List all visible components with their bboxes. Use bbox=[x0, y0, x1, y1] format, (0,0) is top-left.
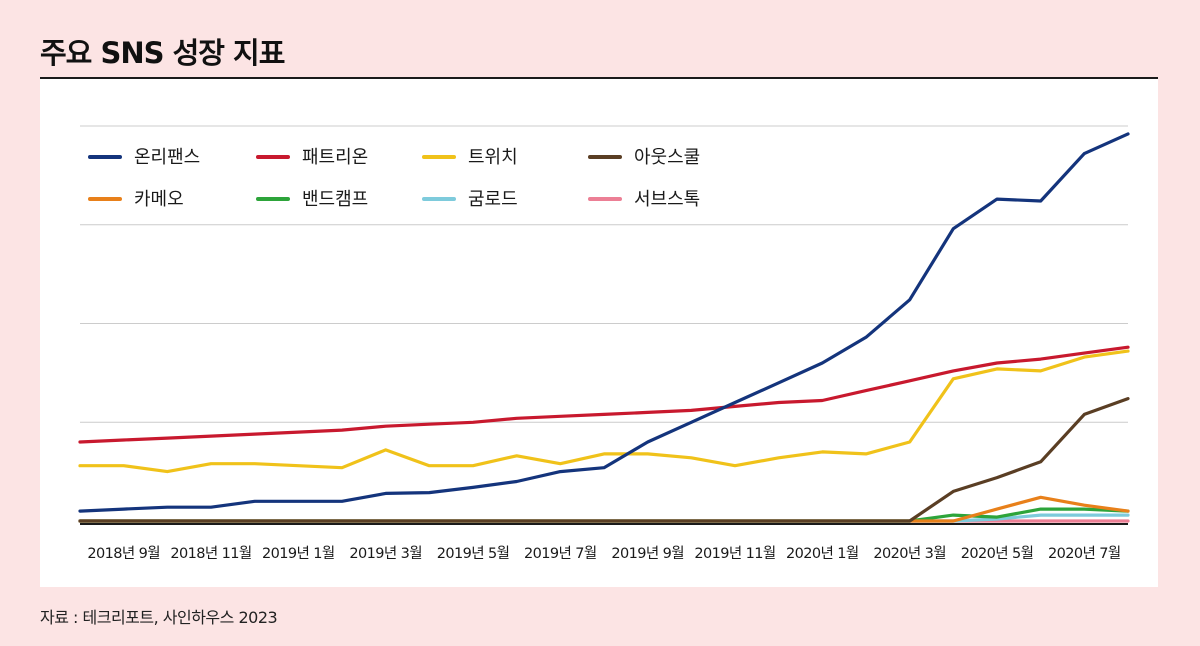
legend-label: 아웃스쿨 bbox=[634, 147, 700, 168]
x-tick-label: 2020년 5월 bbox=[961, 545, 1034, 562]
x-tick-label: 2019년 5월 bbox=[437, 545, 510, 562]
chart-title: 주요 SNS 성장 지표 bbox=[40, 36, 285, 70]
series-line-2 bbox=[78, 345, 1130, 444]
legend-label: 트위치 bbox=[468, 147, 518, 168]
legend-label: 굼로드 bbox=[468, 189, 518, 210]
x-tick-label: 2020년 7월 bbox=[1048, 545, 1121, 562]
x-tick-label: 2020년 1월 bbox=[786, 545, 859, 562]
x-tick-label: 2019년 7월 bbox=[524, 545, 597, 562]
legend-label: 밴드캠프 bbox=[302, 189, 368, 210]
series-line-3 bbox=[78, 349, 1130, 474]
series-line-4 bbox=[78, 397, 1130, 523]
gridlines bbox=[80, 125, 1128, 522]
x-tick-label: 2019년 11월 bbox=[694, 545, 775, 562]
source-note: 자료 : 테크리포트, 사인하우스 2023 bbox=[40, 608, 278, 627]
chart-panel: 온리팬스 패트리온 트위치 아웃스쿨 카메오 밴드캠프 굼로드 서브스톡 2018년 9월 20… bbox=[40, 79, 1158, 587]
x-tick-label: 2019년 9월 bbox=[611, 545, 684, 562]
x-tick-label: 2018년 9월 bbox=[87, 545, 160, 562]
x-tick-label: 2019년 1월 bbox=[262, 545, 335, 562]
series-line-5 bbox=[78, 495, 1130, 523]
title-rule bbox=[40, 77, 1158, 79]
x-tick-label: 2018년 11월 bbox=[170, 545, 251, 562]
series-line-1 bbox=[78, 132, 1130, 513]
legend-label: 온리팬스 bbox=[134, 147, 200, 168]
legend-label: 패트리온 bbox=[302, 147, 368, 168]
x-tick-label: 2020년 3월 bbox=[873, 545, 946, 562]
x-tick-label: 2019년 3월 bbox=[349, 545, 422, 562]
legend-label: 서브스톡 bbox=[634, 189, 700, 210]
legend-label: 카메오 bbox=[134, 189, 184, 210]
series-lines bbox=[78, 132, 1130, 523]
x-axis: 2018년 9월 2018년 11월 2019년 1월 2019년 3월 2019년 5… bbox=[80, 523, 1128, 562]
